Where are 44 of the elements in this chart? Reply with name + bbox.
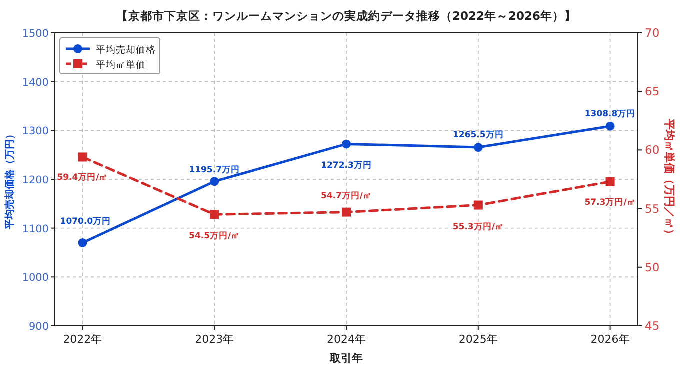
point xyxy=(78,238,88,248)
data-label: 59.4万円/㎡ xyxy=(57,172,108,184)
y2-tick-label: 55 xyxy=(645,202,660,216)
y2-tick-label: 50 xyxy=(645,260,660,274)
data-label: 1308.8万円 xyxy=(584,108,636,120)
x-tick-label: 2024年 xyxy=(327,333,366,346)
point xyxy=(210,210,220,220)
x-tick-label: 2023年 xyxy=(195,333,234,346)
y2-tick-label: 70 xyxy=(645,26,660,40)
x-tick-label: 2025年 xyxy=(458,333,498,346)
x-tick-label: 2022年 xyxy=(63,333,102,346)
point xyxy=(474,200,483,210)
legend-label: 平均㎡単価 xyxy=(96,59,146,71)
y2-axis-title: 平均㎡単価（万円／㎡） xyxy=(663,118,676,240)
y-tick-label: 1100 xyxy=(22,223,49,236)
data-label: 54.7万円/㎡ xyxy=(320,190,372,202)
y2-tick-label: 60 xyxy=(645,143,660,158)
y-tick-label: 900 xyxy=(28,321,49,333)
data-label: 1265.5万円 xyxy=(452,130,504,141)
data-label: 1272.3万円 xyxy=(321,160,372,172)
x-tick-label: 2026年 xyxy=(590,333,630,346)
data-label: 57.3万円/㎡ xyxy=(584,196,636,208)
y-tick-label: 1200 xyxy=(22,174,49,186)
y-tick-label: 1400 xyxy=(22,76,49,89)
y-axis-title: 平均売却価格（万円） xyxy=(4,130,16,230)
data-label: 1070.0万円 xyxy=(60,216,112,227)
legend-label: 平均売却価格 xyxy=(96,44,156,56)
y-tick-label: 1500 xyxy=(22,28,49,40)
y-tick-label: 1000 xyxy=(22,272,49,284)
data-label: 54.5万円/㎡ xyxy=(189,230,240,242)
y-tick-label: 1300 xyxy=(22,126,49,138)
point xyxy=(474,143,483,152)
point xyxy=(606,122,615,131)
point xyxy=(78,152,88,162)
point xyxy=(342,208,351,217)
point xyxy=(210,177,220,186)
data-label: 55.3万円/㎡ xyxy=(452,221,504,232)
point xyxy=(342,140,351,149)
y2-tick-label: 45 xyxy=(645,319,660,333)
chart-title: 【京都市下京区：ワンルームマンションの実成約データ推移（2022年～2026年）】 xyxy=(116,9,577,23)
point xyxy=(606,177,615,186)
x-axis-title: 取引年 xyxy=(329,352,363,365)
y2-tick-label: 65 xyxy=(645,84,660,99)
data-label: 1195.7万円 xyxy=(189,164,240,176)
